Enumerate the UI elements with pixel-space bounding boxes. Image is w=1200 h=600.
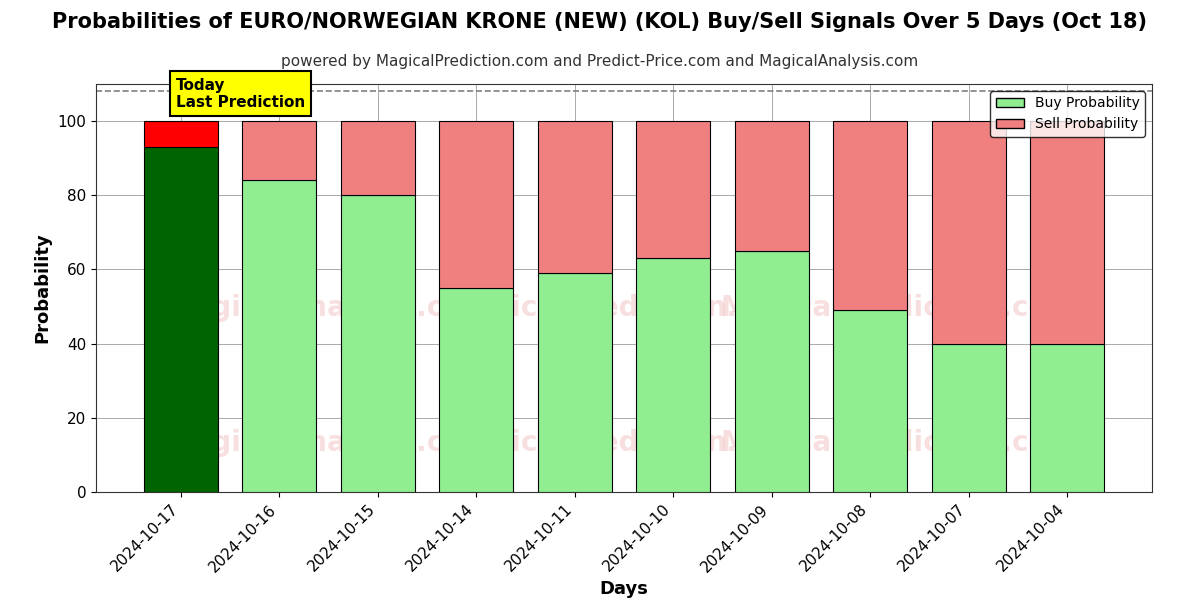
Bar <box>144 147 218 492</box>
Text: MagicalAnalysis.com: MagicalAnalysis.com <box>166 429 492 457</box>
Bar <box>242 121 317 181</box>
Bar <box>1030 344 1104 492</box>
Text: Probabilities of EURO/NORWEGIAN KRONE (NEW) (KOL) Buy/Sell Signals Over 5 Days (: Probabilities of EURO/NORWEGIAN KRONE (N… <box>53 12 1147 32</box>
Bar <box>734 121 809 251</box>
Legend: Buy Probability, Sell Probability: Buy Probability, Sell Probability <box>990 91 1145 137</box>
Bar <box>931 344 1006 492</box>
Bar <box>734 251 809 492</box>
X-axis label: Days: Days <box>600 580 648 598</box>
Text: powered by MagicalPrediction.com and Predict-Price.com and MagicalAnalysis.com: powered by MagicalPrediction.com and Pre… <box>281 54 919 69</box>
Bar <box>538 121 612 273</box>
Bar <box>931 121 1006 344</box>
Bar <box>341 195 415 492</box>
Text: MagicalPrediction.com: MagicalPrediction.com <box>720 295 1076 322</box>
Text: Today
Last Prediction: Today Last Prediction <box>176 77 305 110</box>
Text: MagicalAnalysis.com: MagicalAnalysis.com <box>166 295 492 322</box>
Bar <box>341 121 415 195</box>
Bar <box>833 310 907 492</box>
Y-axis label: Probability: Probability <box>34 233 52 343</box>
Bar <box>242 181 317 492</box>
Bar <box>439 288 514 492</box>
Text: MagicalPrediction.com: MagicalPrediction.com <box>720 429 1076 457</box>
Bar <box>538 273 612 492</box>
Text: MagicalPrediction.com: MagicalPrediction.com <box>445 295 803 322</box>
Bar <box>833 121 907 310</box>
Bar <box>144 121 218 147</box>
Bar <box>439 121 514 288</box>
Text: MagicalPrediction.com: MagicalPrediction.com <box>445 429 803 457</box>
Bar <box>636 121 710 259</box>
Bar <box>636 259 710 492</box>
Bar <box>1030 121 1104 344</box>
